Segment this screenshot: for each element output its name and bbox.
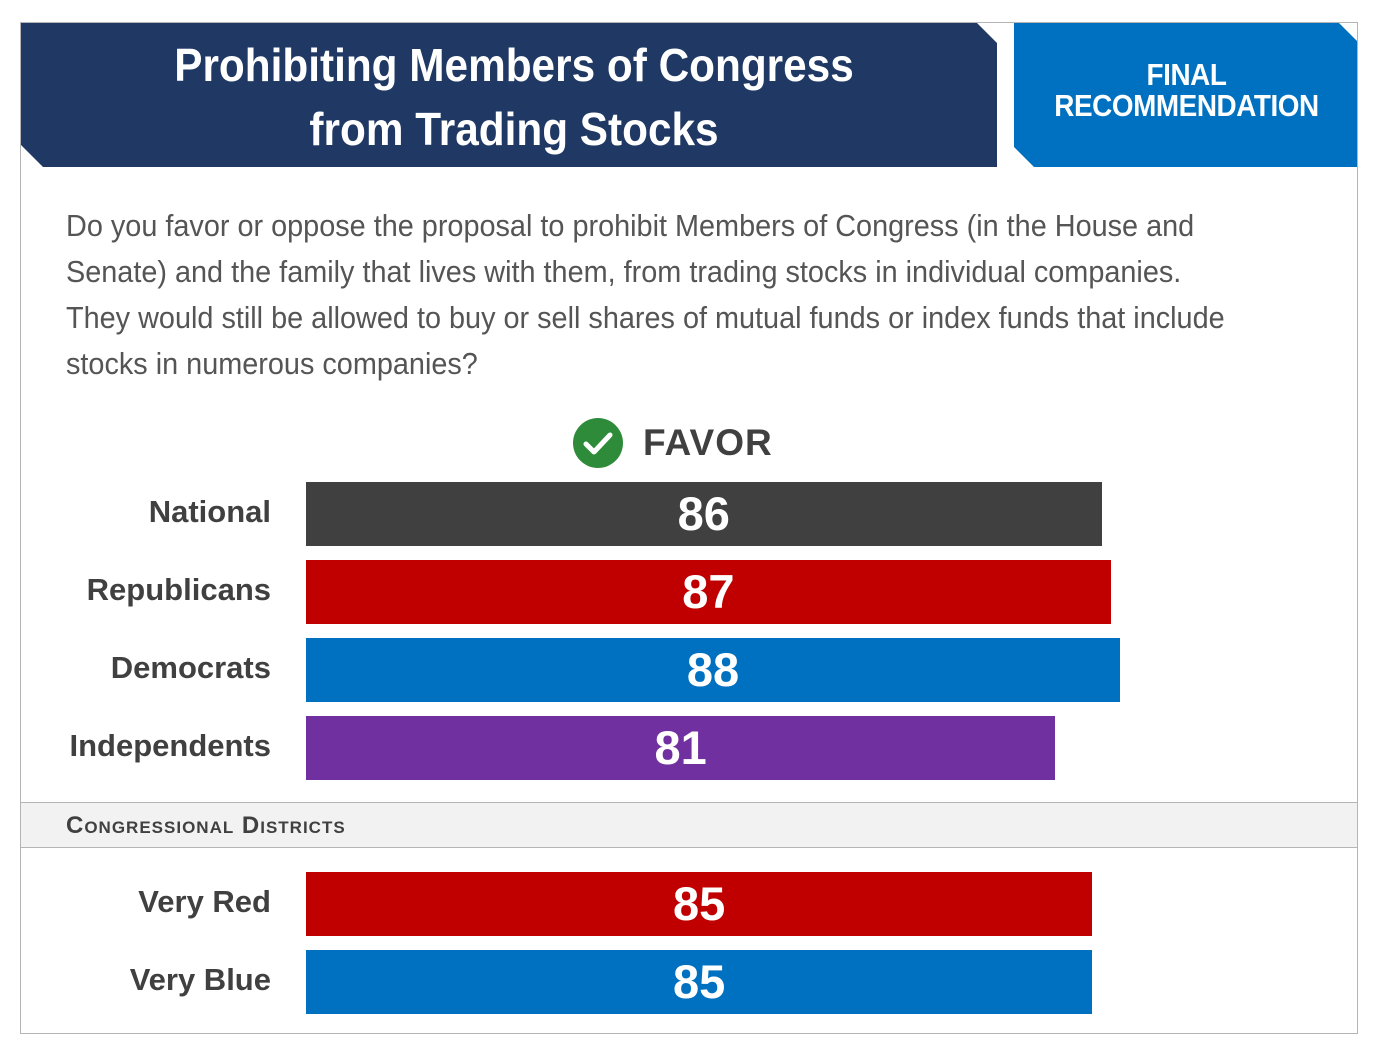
section-label: Congressional Districts (66, 812, 346, 839)
category-label-independents: Independents (69, 728, 271, 763)
page-title: Prohibiting Members of Congress from Tra… (174, 39, 854, 155)
bar-independents (306, 716, 1056, 780)
value-label-democrats: 88 (686, 643, 740, 696)
category-label-very-red: Very Red (138, 884, 271, 919)
infographic-card: Prohibiting Members of Congress from Tra… (20, 22, 1358, 1034)
favor-label: FAVOR (643, 422, 773, 463)
survey-question: Do you favor or oppose the proposal to p… (66, 208, 1225, 381)
value-label-very-blue: 85 (672, 955, 726, 1008)
bar-very-red (306, 872, 1093, 936)
badge-label: FINAL RECOMMENDATION (1054, 57, 1319, 123)
bar-very-blue (306, 950, 1093, 1014)
favor-heading: FAVOR (573, 417, 773, 469)
final-recommendation-badge (1014, 23, 1357, 167)
bar-republicans (306, 560, 1111, 624)
section-band: Congressional Districts (21, 802, 1357, 848)
category-label-national: National (148, 494, 271, 529)
bar-national (306, 482, 1102, 546)
category-label-very-blue: Very Blue (129, 962, 271, 997)
value-label-republicans: 87 (682, 565, 735, 618)
title-banner (21, 23, 997, 167)
check-circle-icon (573, 418, 623, 468)
value-label-independents: 81 (654, 721, 707, 774)
category-label-democrats: Democrats (110, 650, 271, 685)
category-label-republicans: Republicans (86, 572, 271, 607)
value-label-national: 86 (677, 487, 730, 540)
bar-democrats (306, 638, 1120, 702)
value-label-very-red: 85 (672, 877, 726, 930)
